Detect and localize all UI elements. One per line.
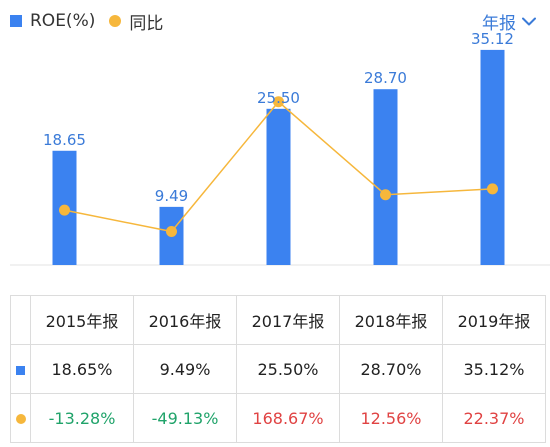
bar-value-label: 28.70: [364, 69, 407, 87]
yoy-cell: -49.13%: [133, 393, 237, 443]
yoy-point-2016年报: [166, 226, 177, 238]
yoy-point-2019年报: [487, 183, 498, 195]
bar-value-label: 9.49: [155, 187, 188, 205]
table-header-cell: 2017年报: [236, 295, 340, 345]
legend-item-roe: ROE(%): [10, 11, 95, 31]
legend-yoy-label: 同比: [129, 13, 164, 34]
roe-marker-cell: [10, 344, 31, 394]
chart-legend: ROE(%) 同比: [10, 8, 177, 34]
yoy-cell: 22.37%: [442, 393, 546, 443]
roe-chart: 18.65 9.49 25.50 28.70 35.12: [10, 30, 550, 266]
legend-line-swatch: [109, 15, 122, 27]
table-row-yoy: -13.28% -49.13% 168.67% 12.56% 22.37%: [10, 393, 546, 443]
roe-cell: 18.65%: [30, 344, 134, 394]
yoy-point-2017年报: [273, 96, 284, 108]
table-header-cell: 2019年报: [442, 295, 546, 345]
period-selector-label: 年报: [482, 13, 516, 34]
yoy-marker: [15, 413, 26, 424]
header-corner-cell: [10, 295, 31, 345]
yoy-marker-cell: [10, 393, 31, 443]
legend-roe-label: ROE(%): [30, 11, 96, 31]
table-header-row: 2015年报 2016年报 2017年报 2018年报 2019年报: [10, 295, 546, 345]
bar-value-label: 25.50: [257, 89, 300, 107]
table-header-cell: 2018年报: [339, 295, 443, 345]
roe-cell: 9.49%: [133, 344, 237, 394]
bar-2017年报: [266, 108, 291, 265]
period-selector[interactable]: 年报: [482, 8, 536, 34]
roe-cell: 25.50%: [236, 344, 340, 394]
bar-value-label: 35.12: [471, 30, 514, 48]
legend-bar-swatch: [10, 15, 22, 27]
yoy-cell: -13.28%: [30, 393, 134, 443]
table-header-cell: 2015年报: [30, 295, 134, 345]
bar-2019年报: [480, 49, 505, 265]
roe-cell: 35.12%: [442, 344, 546, 394]
bar-value-label: 18.65: [43, 131, 86, 149]
yoy-point-2015年报: [59, 204, 70, 216]
bar-2018年报: [373, 89, 398, 266]
yoy-cell: 12.56%: [339, 393, 443, 443]
yoy-point-2018年报: [380, 189, 391, 201]
data-table: 2015年报 2016年报 2017年报 2018年报 2019年报 18.65…: [10, 295, 546, 443]
table-header-cell: 2016年报: [133, 295, 237, 345]
table-row-roe: 18.65% 9.49% 25.50% 28.70% 35.12%: [10, 344, 546, 394]
chevron-down-icon: [522, 17, 536, 25]
roe-marker: [16, 365, 25, 375]
legend-item-yoy: 同比: [109, 9, 163, 34]
yoy-cell: 168.67%: [236, 393, 340, 443]
roe-cell: 28.70%: [339, 344, 443, 394]
